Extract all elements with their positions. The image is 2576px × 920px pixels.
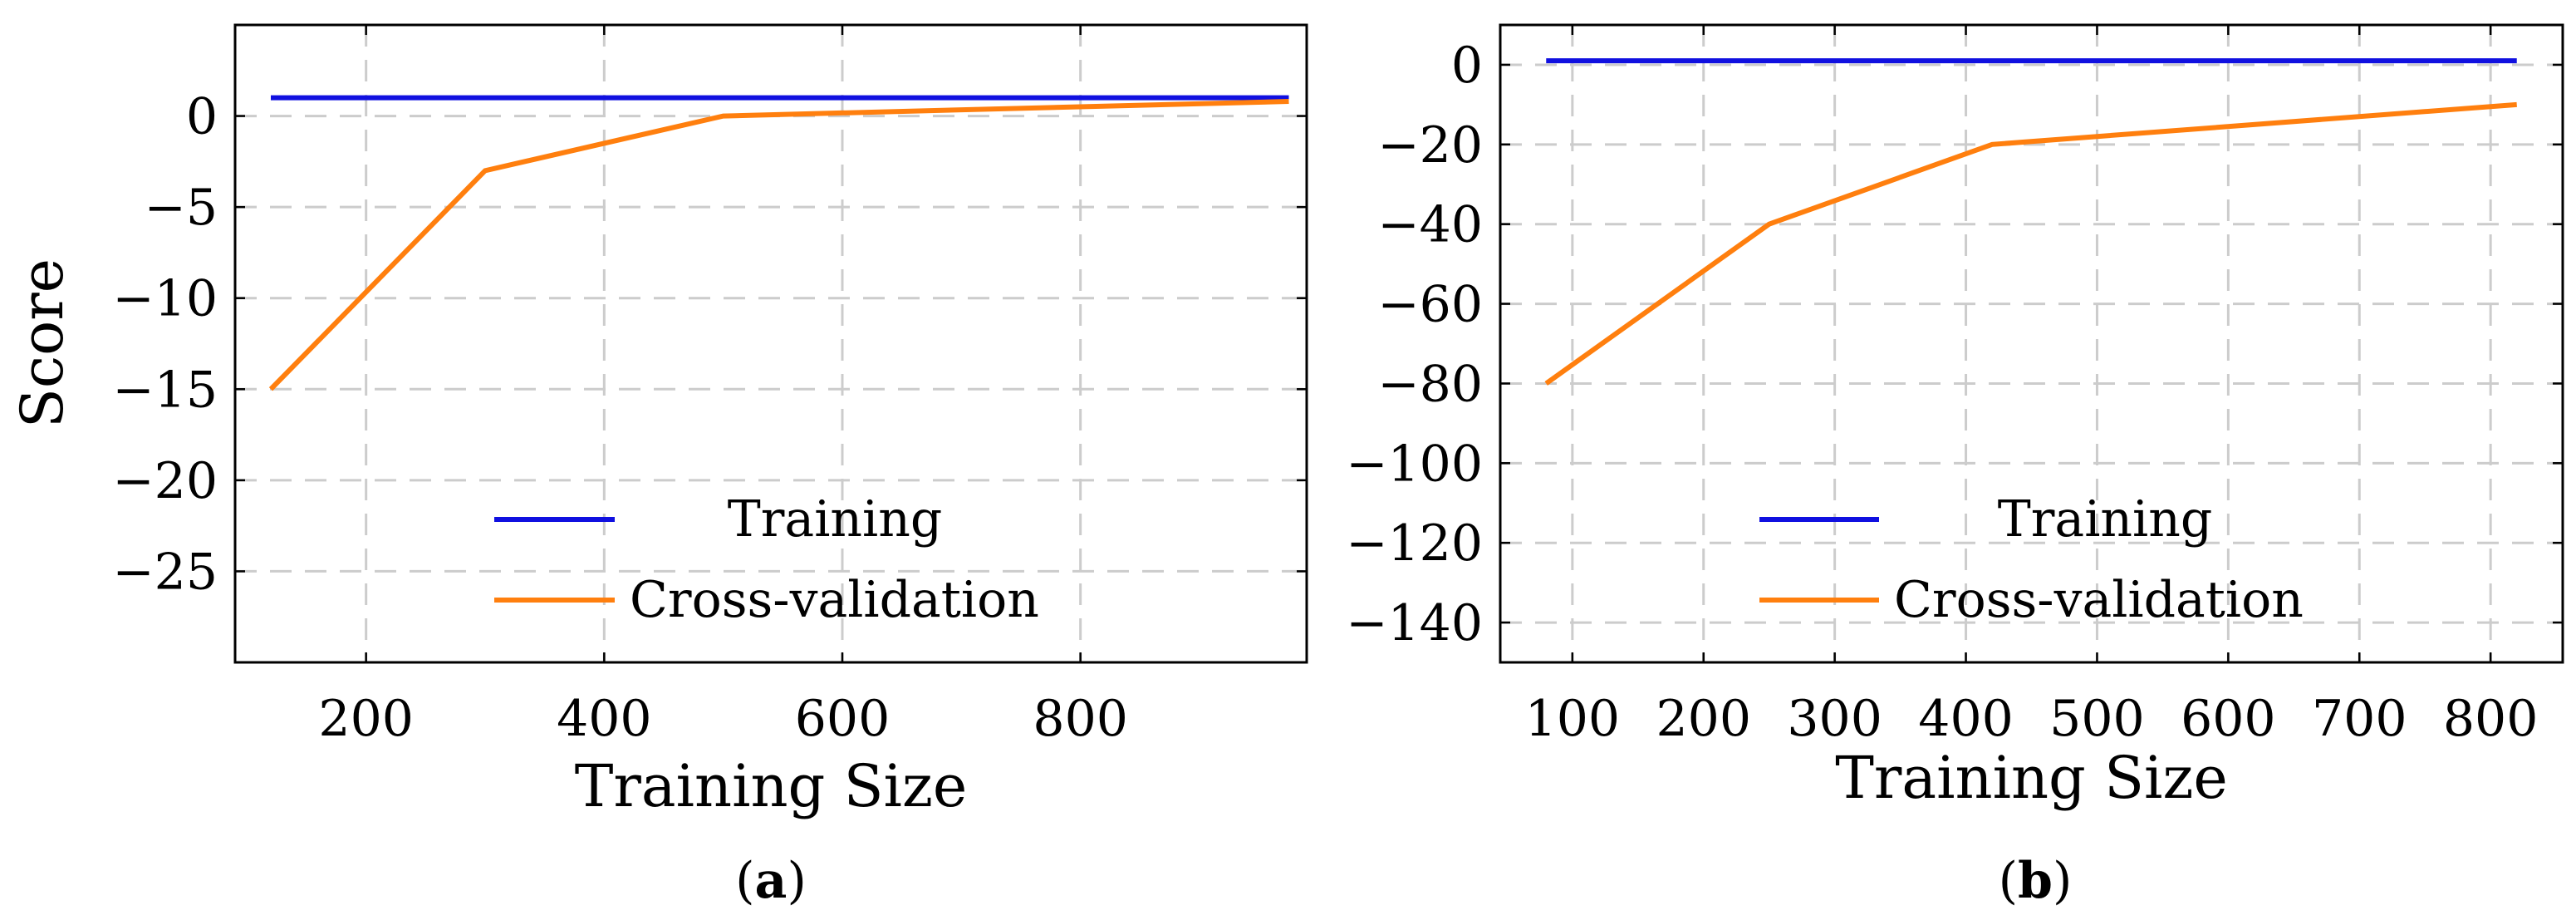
x-tick-label: 400 xyxy=(1918,690,2014,748)
x-tick-label: 500 xyxy=(2049,690,2145,748)
y-tick-label: −40 xyxy=(1377,196,1483,254)
x-tick-label: 100 xyxy=(1525,690,1621,748)
y-tick-label: −5 xyxy=(145,179,218,237)
x-tick-label: 800 xyxy=(2443,690,2539,748)
chart-panel-a: 200 400 600 800 0 −5 −10 −15 −20 −25 Training Cross… xyxy=(8,23,1308,910)
x-tick-label: 300 xyxy=(1787,690,1882,748)
panel-caption: (b) xyxy=(1999,852,2073,910)
panel-letter: b xyxy=(2018,852,2053,910)
y-tick-label: 0 xyxy=(1451,37,1483,95)
series-line-cross-validation xyxy=(268,99,1289,391)
plot-frame xyxy=(1499,23,2564,664)
y-tick-label: −80 xyxy=(1377,355,1483,413)
y-tick-label: −140 xyxy=(1346,594,1483,652)
legend-label-cross-validation: Cross-validation xyxy=(1894,571,2304,629)
caption-paren: ) xyxy=(2053,852,2072,910)
y-tick-label: −10 xyxy=(112,270,218,328)
legend-label-training: Training xyxy=(1998,490,2213,549)
y-tick-label: −20 xyxy=(1377,116,1483,175)
y-tick-label: −100 xyxy=(1346,435,1483,493)
x-tick-label: 600 xyxy=(795,690,891,748)
panel-letter: a xyxy=(755,852,788,910)
legend-label-training: Training xyxy=(728,490,943,549)
caption-paren: ( xyxy=(1999,852,2018,910)
x-tick-label: 800 xyxy=(1033,690,1128,748)
caption-paren: ) xyxy=(787,852,806,910)
x-tick-label: 200 xyxy=(1656,690,1751,748)
y-axis-label: Score xyxy=(8,258,76,428)
y-tick-label: −25 xyxy=(112,543,218,601)
legend-label-cross-validation: Cross-validation xyxy=(630,571,1039,629)
caption-paren: ( xyxy=(735,852,754,910)
y-tick-label: −15 xyxy=(112,361,218,419)
chart-panel-b: 100 200 300 400 500 600 700 800 0 −20 −40 −60 −80 −10… xyxy=(1346,23,2564,910)
x-tick-label: 200 xyxy=(318,690,414,748)
y-tick-label: −20 xyxy=(112,452,218,510)
y-tick-label: −120 xyxy=(1346,514,1483,573)
x-tick-label: 400 xyxy=(557,690,652,748)
y-tick-label: 0 xyxy=(186,88,218,146)
x-axis-label: Training Size xyxy=(1835,744,2228,812)
y-tick-label: −60 xyxy=(1377,276,1483,334)
panel-caption: (a) xyxy=(735,852,807,910)
series-line-cross-validation xyxy=(1544,101,2517,386)
x-axis-label: Training Size xyxy=(575,752,968,820)
x-tick-label: 600 xyxy=(2181,690,2276,748)
plot-frame xyxy=(233,23,1308,664)
x-tick-label: 700 xyxy=(2312,690,2407,748)
